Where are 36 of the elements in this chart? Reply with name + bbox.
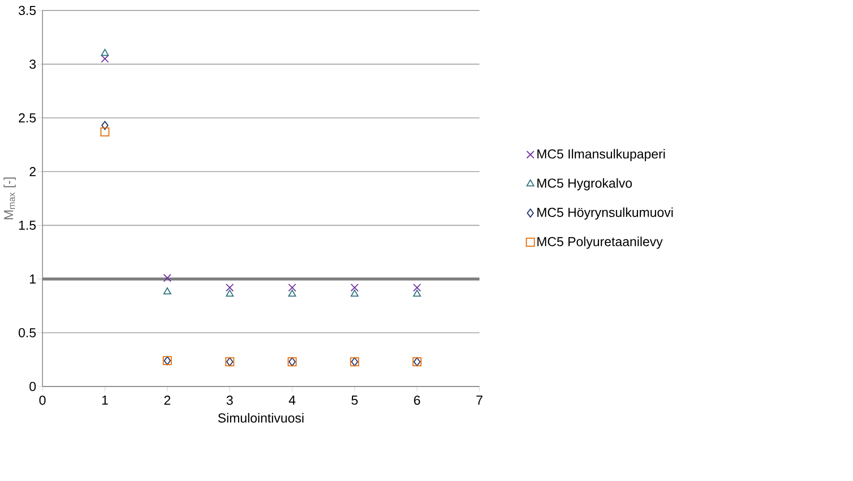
point [226,284,234,292]
x-tick-label: 7 [476,396,482,405]
y-tick-label: 1.5 [19,220,36,230]
y-axis-title: M$_{max}$ [-] [4,178,16,220]
point [100,48,109,56]
point [350,284,359,292]
point [412,284,422,292]
y-tick-label: 3.5 [18,6,36,16]
legend-label: MC5 Ilmansulkupaperi [537,149,665,162]
x-tick-label: 1 [102,396,108,405]
point [413,290,421,297]
point [163,287,172,294]
x-axis-title: Simulointivuosi [218,413,304,423]
legend-label: MC5 Höyrynsulkumuovi [537,207,673,220]
point [100,127,110,136]
y-tick-label: 3 [30,60,36,69]
x-tick-label: 3 [226,396,233,405]
x-tick-label: 0 [39,396,46,405]
y-tick-label: 2.5 [18,113,36,122]
point [226,290,234,297]
y-tick-label: 1 [30,274,36,284]
point [163,274,172,282]
x-tick-label: 6 [414,396,420,405]
point [101,120,108,130]
point [288,284,296,292]
point [100,54,109,63]
y-tick-label: 2 [30,167,36,176]
x-tick-label: 5 [352,396,358,405]
x-tick-label: 4 [288,396,296,405]
legend-label: MC5 Hygrokalvo [537,178,632,190]
point [350,290,359,297]
legend-label: MC5 Polyuretaanilevy [537,236,663,249]
point [288,290,296,297]
y-tick-label: 0 [30,382,36,392]
x-tick-label: 2 [164,396,170,405]
y-tick-label: 0.5 [18,328,36,338]
